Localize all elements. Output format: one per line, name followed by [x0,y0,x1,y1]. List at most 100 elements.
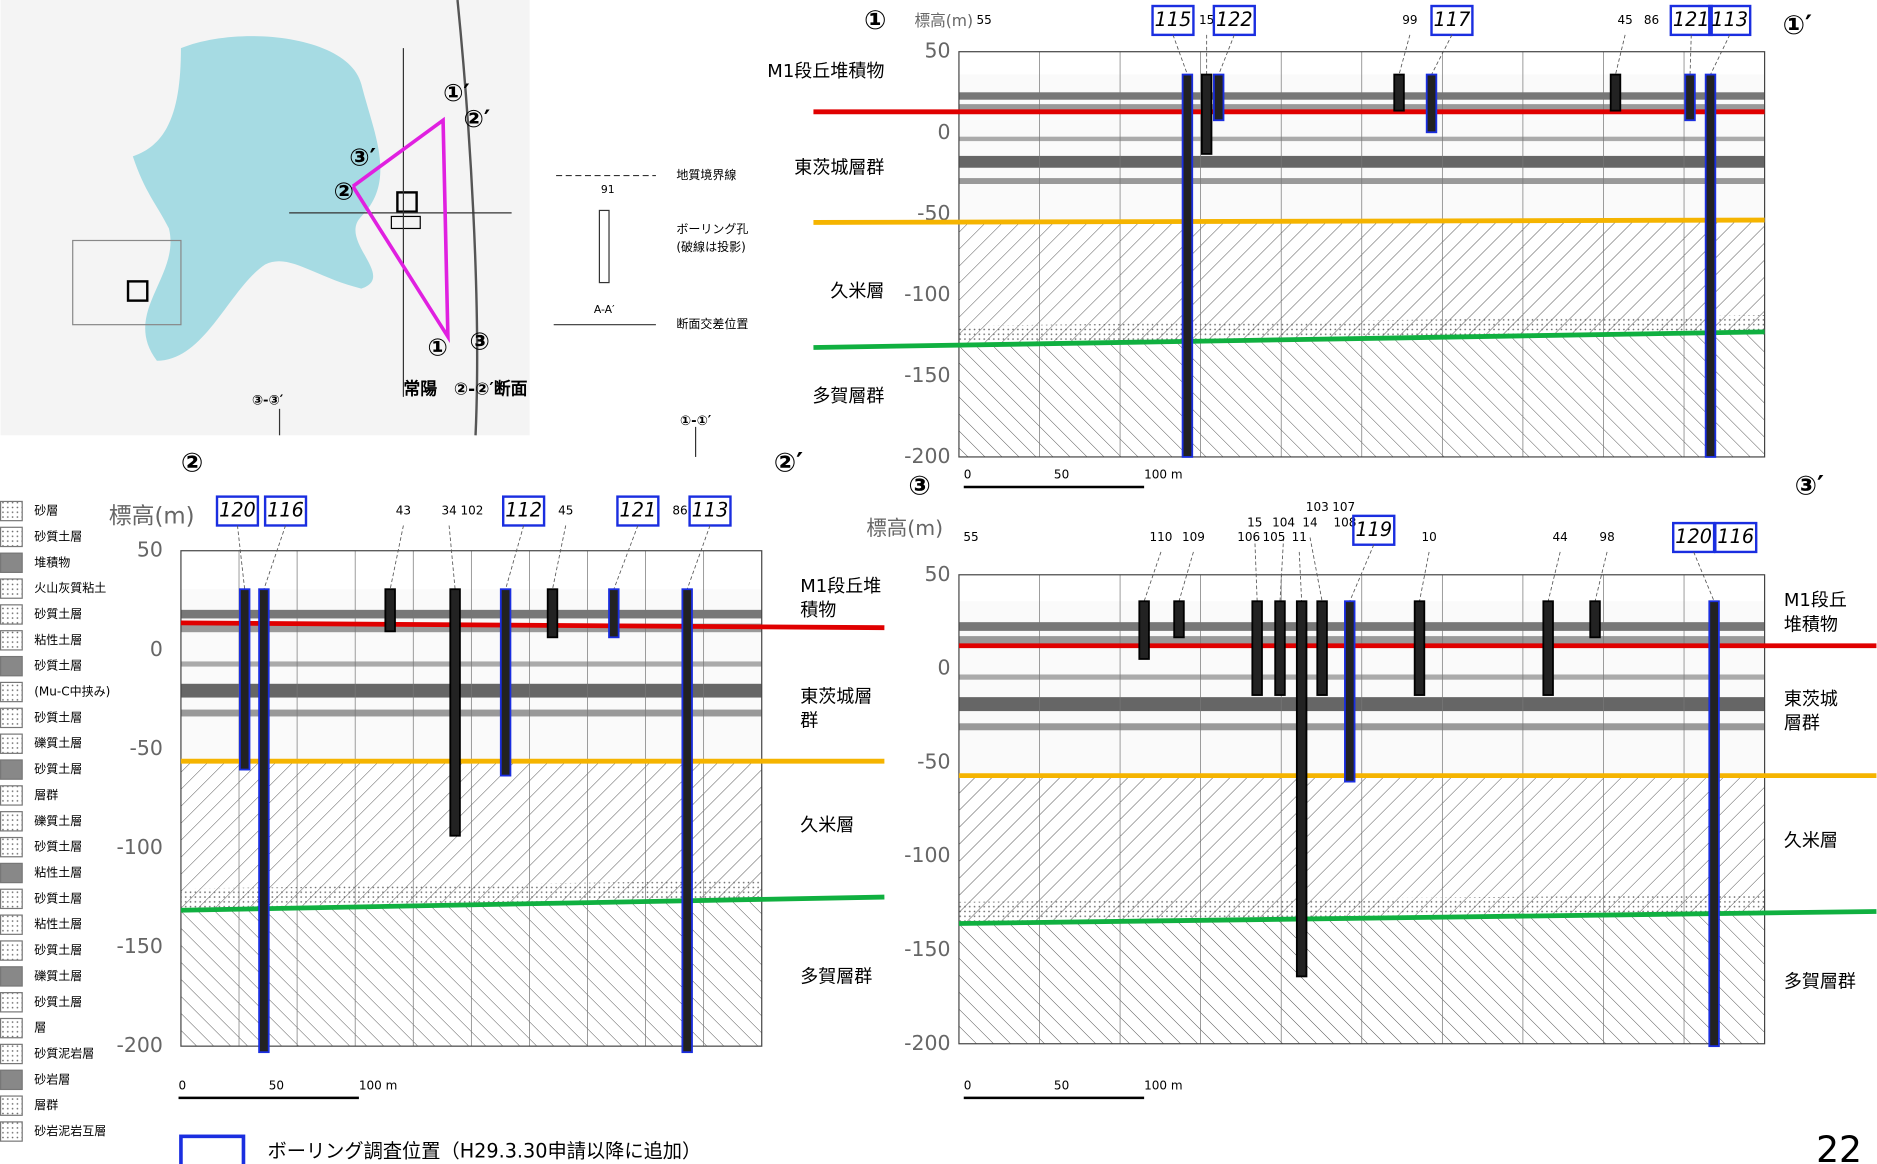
borehole [1609,73,1622,112]
legend-swatch [0,992,23,1013]
borehole [238,588,251,771]
borehole [546,588,559,639]
borehole-label: 14 [1302,516,1317,530]
legend-label: 砂岩泥岩互層 [34,1123,106,1138]
legend-label: 層群 [34,1098,58,1112]
scale-label: 0 [179,1078,187,1092]
legend-label: 砂質土層 [34,994,82,1009]
map-key: A-A′ [594,303,615,316]
y-tick-label: -200 [117,1033,163,1057]
footer-note: ボーリング調査位置（H29.3.30申請以降に追加） [268,1139,702,1162]
borehole-label: 103 [1306,500,1329,514]
section-start: ① [864,5,886,36]
y-tick-label: -50 [917,749,950,773]
borehole [449,588,461,837]
borehole-label: 45 [1617,13,1632,27]
map-label: ②′ [464,105,491,133]
borehole-label: 110 [1149,530,1172,544]
borehole-label: 104 [1272,516,1295,530]
legend-swatch [0,1043,23,1065]
section-end: ①′ [1783,10,1812,41]
legend-swatch [0,604,23,625]
borehole [1708,600,1720,1048]
legend-swatch [0,888,23,910]
borehole-label: 112 [505,499,542,522]
y-tick-label: -100 [904,282,950,306]
legend-swatch [0,862,23,884]
scale-label: 50 [1054,1078,1069,1092]
scale-label: 50 [1054,467,1069,481]
leader [237,525,246,590]
borehole-label: 116 [1717,525,1754,548]
section-end: ②′ [774,448,803,479]
borehole-label: 44 [1553,530,1568,544]
leader [1547,551,1561,602]
map-label: ② [334,177,354,205]
map-key: ボーリング孔 [676,222,748,236]
borehole [1181,73,1194,458]
y-tick-label: -150 [904,363,950,387]
leader [1689,34,1692,75]
borehole-label: 11 [1292,530,1307,544]
formation-label: M1段丘 [1784,590,1847,611]
borehole [258,588,270,1054]
borehole-label: 119 [1355,518,1392,541]
map [0,0,697,457]
legend-label: 礫質土層 [34,968,82,983]
legend-swatch [0,681,23,703]
legend-swatch [0,811,23,832]
legend-swatch [0,526,23,548]
borehole-label: 106 [1237,530,1260,544]
borehole-label: 120 [1675,525,1712,548]
legend-label: 砂質土層 [34,606,82,621]
borehole-label: 117 [1434,8,1471,31]
borehole [1212,73,1225,122]
legend-swatch [0,1121,23,1142]
axis-title: 標高(m) [866,516,943,540]
legend-label: 砂層 [34,504,58,518]
borehole [608,588,620,639]
legend-swatch [0,578,23,599]
legend-label: 砂質土層 [34,528,82,543]
section-start: ③ [908,471,930,502]
borehole [499,588,512,777]
legend-swatch [0,836,23,858]
legend-swatch [0,940,23,961]
borehole [1704,73,1717,458]
borehole-label: 86 [672,504,687,518]
building [396,191,418,213]
borehole-label: 34 [441,504,456,518]
borehole [1295,600,1308,978]
leader [1349,544,1375,602]
legend-label: 砂質土層 [34,658,82,673]
legend-label: 砂質土層 [34,942,82,957]
lake [132,36,381,361]
legend-label: (Mu-C中挟み) [34,684,110,699]
leader [552,525,567,590]
leader [1218,34,1235,75]
formation-label: 久米層 [800,815,854,836]
legend-label: 層 [34,1021,46,1035]
borehole [384,588,396,633]
map-label: ③′ [349,144,376,172]
legend-swatch [0,759,23,780]
legend-swatch [0,707,23,729]
legend-label: 砂質土層 [34,839,82,854]
borehole-label: 98 [1599,530,1614,544]
borehole-label: 120 [219,499,256,522]
frame [958,574,1766,1045]
formation-label: 多賀層群 [800,967,872,988]
frame [180,550,763,1047]
legend-label: 礫質土層 [34,735,82,750]
borehole-label: 86 [1644,13,1659,27]
legend-label: 砂質土層 [34,890,82,905]
map-key: 91 [601,183,615,196]
formation-label: 積物 [800,600,836,621]
legend-swatch [0,1095,23,1116]
leader [1309,537,1323,602]
borehole [1425,73,1438,134]
key-borehole [598,209,610,284]
borehole-label: 15 [1247,516,1262,530]
borehole [1251,600,1263,696]
leader [448,525,456,590]
